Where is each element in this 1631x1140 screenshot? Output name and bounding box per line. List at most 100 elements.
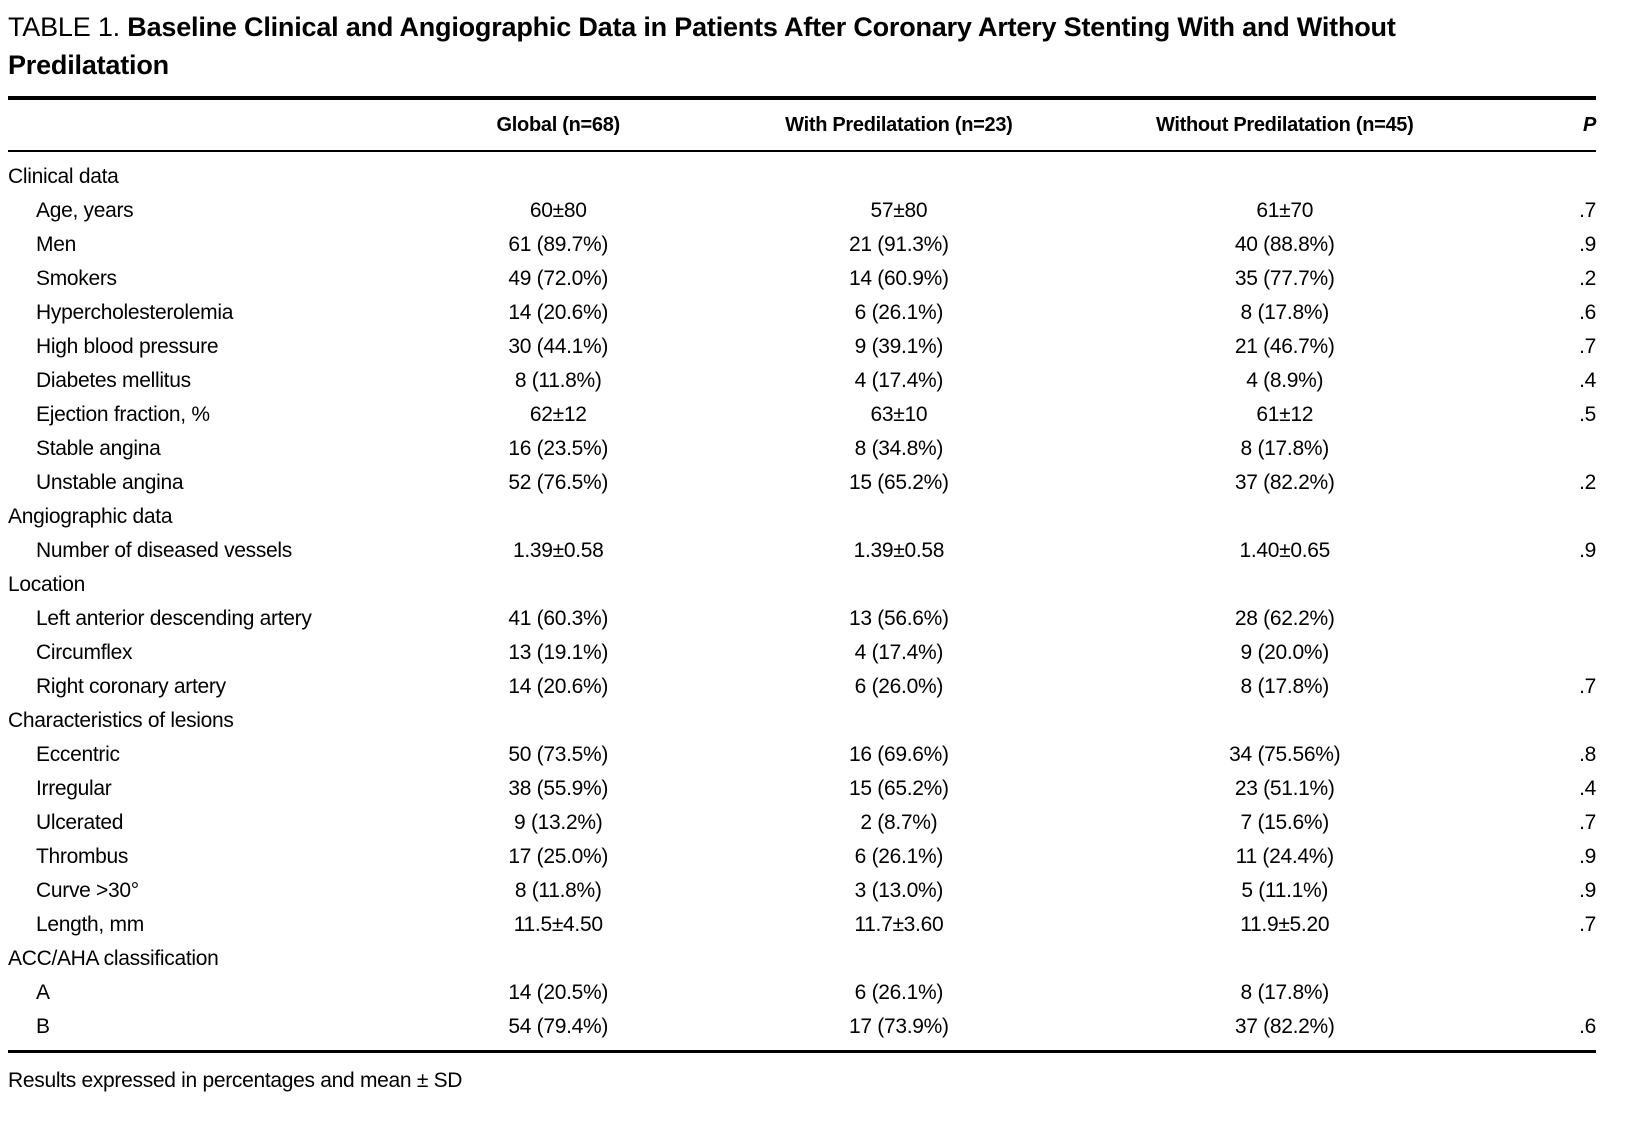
table-row: Left anterior descending artery 41 (60.3… [8, 602, 1596, 636]
cell-p [1440, 636, 1596, 670]
cell-global: 52 (76.5%) [508, 471, 609, 494]
cell-global: 14 (20.6%) [508, 301, 609, 324]
table-header: Global (n=68) With Predilatation (n=23) … [8, 98, 1596, 152]
table-row: B 54 (79.4%) 17 (73.9%) 37 (82.2%) .6 [8, 1010, 1596, 1052]
table-row: Hypercholesterolemia 14 (20.6%) 6 (26.1%… [8, 296, 1596, 330]
table-row: Men 61 (89.7%) 21 (91.3%) 40 (88.8%) .9 [8, 228, 1596, 262]
section-label: Clinical data [8, 165, 119, 188]
table-body: Clinical data Age, years 60±80 57±80 61±… [8, 151, 1596, 1052]
table-row: Length, mm 11.5±4.50 11.7±3.60 11.9±5.20… [8, 908, 1596, 942]
cell-p: .7 [1579, 913, 1596, 936]
cell-global: 50 (73.5%) [508, 743, 609, 766]
cell-without: 9 (20.0%) [1240, 641, 1330, 664]
row-label: Ulcerated [36, 811, 124, 834]
section-row: ACC/AHA classification [8, 942, 1596, 976]
row-label: Unstable angina [36, 471, 184, 494]
table-row: Smokers 49 (72.0%) 14 (60.9%) 35 (77.7%)… [8, 262, 1596, 296]
table-row: Ejection fraction, % 62±12 63±10 61±12 .… [8, 398, 1596, 432]
table-row: Curve >30° 8 (11.8%) 3 (13.0%) 5 (11.1%)… [8, 874, 1596, 908]
cell-with: 15 (65.2%) [848, 471, 949, 494]
cell-with: 6 (26.1%) [854, 981, 944, 1004]
row-label: Men [36, 233, 76, 256]
cell-without: 8 (17.8%) [1240, 437, 1330, 460]
cell-global: 11.5±4.50 [513, 913, 603, 936]
row-label: Curve >30° [36, 879, 139, 902]
cell-without: 23 (51.1%) [1234, 777, 1335, 800]
table-row: Ulcerated 9 (13.2%) 2 (8.7%) 7 (15.6%) .… [8, 806, 1596, 840]
cell-p [1440, 602, 1596, 636]
data-table: Global (n=68) With Predilatation (n=23) … [8, 96, 1596, 1053]
table-row: Irregular 38 (55.9%) 15 (65.2%) 23 (51.1… [8, 772, 1596, 806]
cell-p: .9 [1579, 539, 1596, 562]
cell-global: 60±80 [529, 199, 587, 222]
row-label: High blood pressure [36, 335, 219, 358]
cell-without: 28 (62.2%) [1234, 607, 1335, 630]
cell-with: 17 (73.9%) [848, 1015, 949, 1038]
table-row: Right coronary artery 14 (20.6%) 6 (26.0… [8, 670, 1596, 704]
cell-p: .7 [1579, 811, 1596, 834]
table-row: Unstable angina 52 (76.5%) 15 (65.2%) 37… [8, 466, 1596, 500]
cell-with: 4 (17.4%) [854, 369, 944, 392]
header-row: Global (n=68) With Predilatation (n=23) … [8, 98, 1596, 152]
row-label: Eccentric [36, 743, 120, 766]
table-row: A 14 (20.5%) 6 (26.1%) 8 (17.8%) [8, 976, 1596, 1010]
cell-global: 14 (20.5%) [508, 981, 609, 1004]
cell-without: 4 (8.9%) [1246, 369, 1324, 392]
cell-without: 8 (17.8%) [1240, 981, 1330, 1004]
section-label: Location [8, 573, 85, 596]
cell-with: 16 (69.6%) [848, 743, 949, 766]
row-label: Smokers [36, 267, 117, 290]
cell-global: 41 (60.3%) [508, 607, 609, 630]
cell-global [448, 568, 669, 602]
cell-p: .9 [1579, 233, 1596, 256]
header-global: Global (n=68) [447, 98, 669, 152]
cell-global [448, 151, 669, 194]
cell-global: 62±12 [529, 403, 587, 426]
cell-p: .7 [1579, 335, 1596, 358]
cell-global: 9 (13.2%) [514, 811, 603, 834]
cell-without: 11.9±5.20 [1240, 913, 1330, 936]
cell-without: 5 (11.1%) [1241, 879, 1329, 902]
cell-with: 6 (26.0%) [854, 675, 944, 698]
table-row: Age, years 60±80 57±80 61±70 .7 [8, 194, 1596, 228]
header-with-predilatation: With Predilatation (n=23) [668, 98, 1130, 152]
cell-without [1129, 568, 1440, 602]
cell-with: 63±10 [870, 403, 928, 426]
row-label: Diabetes mellitus [36, 369, 191, 392]
cell-with: 6 (26.1%) [854, 845, 944, 868]
cell-without: 11 (24.4%) [1235, 845, 1334, 868]
cell-with: 21 (91.3%) [848, 233, 949, 256]
cell-without: 61±70 [1256, 199, 1314, 222]
cell-without: 21 (46.7%) [1234, 335, 1335, 358]
cell-p: .2 [1579, 267, 1596, 290]
cell-with: 8 (34.8%) [854, 437, 944, 460]
section-label: Characteristics of lesions [8, 709, 234, 732]
section-row: Characteristics of lesions [8, 704, 1596, 738]
row-label: Thrombus [36, 845, 129, 868]
cell-p: .8 [1579, 743, 1596, 766]
cell-p: .4 [1579, 777, 1596, 800]
cell-p [1440, 942, 1596, 976]
cell-global: 30 (44.1%) [508, 335, 609, 358]
paper-table-figure: TABLE 1. Baseline Clinical and Angiograp… [8, 12, 1596, 1092]
cell-with [669, 500, 1130, 534]
table-row: Number of diseased vessels 1.39±0.58 1.3… [8, 534, 1596, 568]
cell-global: 8 (11.8%) [514, 879, 602, 902]
row-label: Irregular [36, 777, 112, 800]
table-row: Thrombus 17 (25.0%) 6 (26.1%) 11 (24.4%)… [8, 840, 1596, 874]
cell-global: 49 (72.0%) [508, 267, 609, 290]
cell-without: 35 (77.7%) [1234, 267, 1335, 290]
cell-p: .7 [1579, 675, 1596, 698]
cell-global: 8 (11.8%) [514, 369, 602, 392]
row-label: A [36, 981, 50, 1004]
table-row: High blood pressure 30 (44.1%) 9 (39.1%)… [8, 330, 1596, 364]
cell-without [1129, 704, 1440, 738]
cell-without: 8 (17.8%) [1240, 301, 1330, 324]
table-caption: Baseline Clinical and Angiographic Data … [8, 12, 1396, 80]
table-footnote: Results expressed in percentages and mea… [8, 1069, 463, 1092]
cell-with [669, 568, 1130, 602]
cell-without [1129, 942, 1440, 976]
cell-global [448, 942, 669, 976]
cell-with: 2 (8.7%) [860, 811, 938, 834]
cell-p [1440, 151, 1596, 194]
